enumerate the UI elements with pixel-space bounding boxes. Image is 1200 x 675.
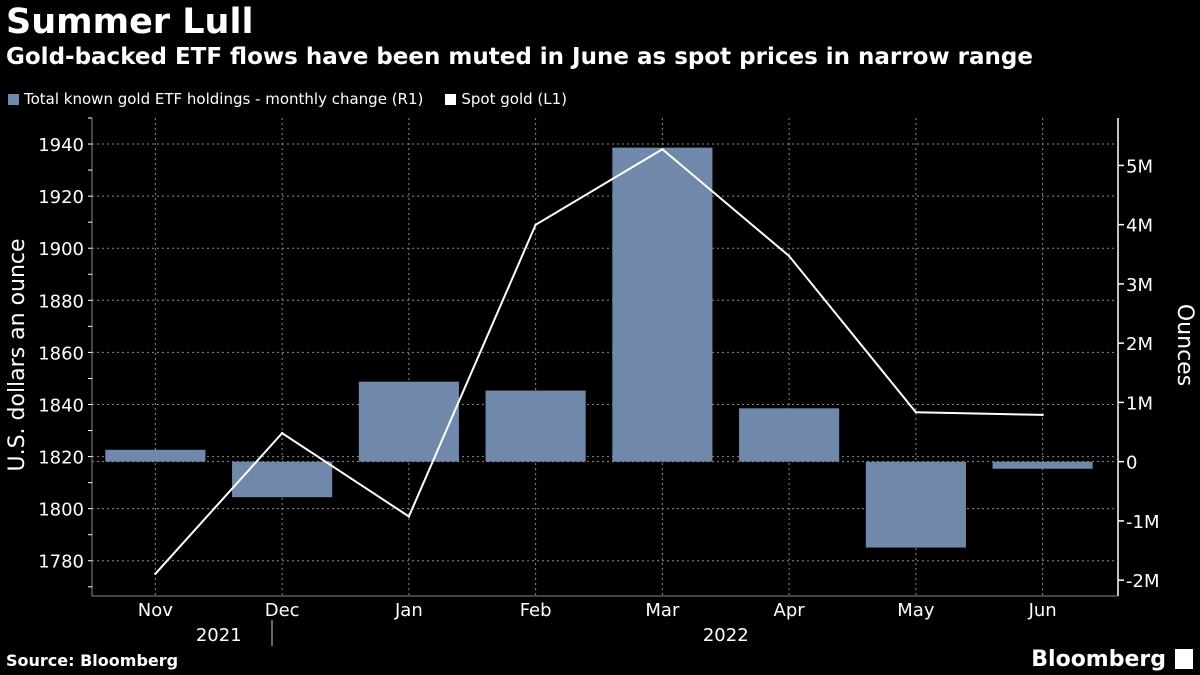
etf-bar — [358, 381, 459, 462]
right-tick-label: -2M — [1126, 571, 1159, 592]
left-tick-label: 1940 — [38, 135, 84, 156]
legend-label-etf: Total known gold ETF holdings - monthly … — [24, 90, 424, 108]
brand-logo-text: Bloomberg — [1031, 647, 1166, 672]
left-tick-label: 1920 — [38, 187, 84, 208]
left-tick-label: 1900 — [38, 239, 84, 260]
right-tick-label: 1M — [1126, 393, 1153, 414]
etf-bar — [739, 408, 840, 462]
etf-bar — [232, 461, 333, 498]
spot-gold-point — [787, 254, 791, 258]
etf-bar — [865, 461, 966, 548]
right-tick-label: -1M — [1126, 512, 1159, 533]
etf-bar — [612, 147, 713, 462]
spot-gold-point — [407, 515, 411, 518]
spot-gold-point — [154, 572, 157, 575]
right-tick-label: 4M — [1126, 216, 1153, 237]
etf-bar — [485, 390, 586, 462]
right-tick-label: 5M — [1126, 156, 1153, 177]
spot-gold-point — [1041, 413, 1044, 417]
legend-label-spot: Spot gold (L1) — [461, 90, 568, 108]
legend-swatch-spot — [445, 93, 457, 105]
bloomberg-chart-icon — [1175, 649, 1193, 669]
etf-bar — [105, 449, 206, 462]
left-tick-label: 1820 — [38, 448, 84, 469]
x-tick-label: Apr — [774, 600, 806, 621]
chart-title: Summer Lull — [6, 2, 254, 42]
x-tick-label: Mar — [645, 600, 680, 621]
legend-item-etf: Total known gold ETF holdings - monthly … — [8, 90, 423, 108]
x-tick-label: Jan — [394, 600, 423, 621]
chart-subtitle: Gold-backed ETF flows have been muted in… — [6, 44, 1033, 70]
x-tick-label: Jun — [1028, 600, 1057, 621]
left-tick-label: 1800 — [38, 500, 84, 521]
etf-bar — [992, 461, 1093, 469]
x-tick-label: Dec — [265, 600, 300, 621]
left-tick-label: 1860 — [38, 343, 84, 364]
spot-gold-point — [661, 148, 664, 151]
right-tick-label: 2M — [1126, 334, 1153, 355]
spot-gold-line — [154, 148, 1043, 575]
legend-item-spot: Spot gold (L1) — [445, 90, 567, 108]
x-tick-label: May — [897, 600, 935, 621]
left-tick-label: 1880 — [38, 291, 84, 312]
spot-gold-point — [914, 411, 918, 414]
right-axis-title: Ounces — [1172, 304, 1197, 386]
source-note: Source: Bloomberg — [6, 651, 179, 670]
right-tick-label: 0 — [1126, 453, 1137, 474]
legend-swatch-etf — [8, 93, 19, 105]
legend: Total known gold ETF holdings - monthly … — [8, 90, 567, 108]
left-axis-title: U.S. dollars an ounce — [5, 238, 30, 471]
year-label: 2022 — [703, 625, 749, 646]
left-tick-label: 1780 — [38, 552, 84, 573]
spot-gold-point — [280, 431, 284, 435]
x-tick-label: Nov — [138, 600, 173, 621]
spot-gold-point — [534, 223, 537, 226]
x-tick-label: Feb — [520, 600, 552, 621]
right-tick-label: 3M — [1126, 275, 1153, 296]
year-label: 2021 — [196, 625, 242, 646]
left-tick-label: 1840 — [38, 395, 84, 416]
